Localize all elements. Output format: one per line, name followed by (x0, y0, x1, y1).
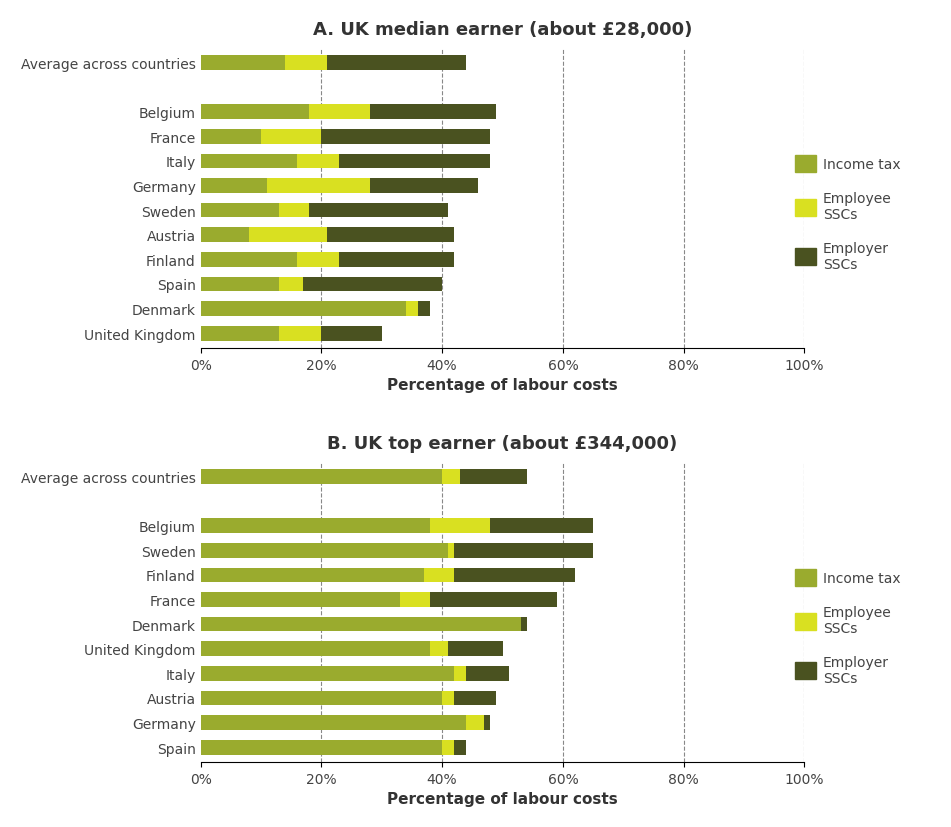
Bar (370, 105, 496, 120)
Bar (321, 130, 491, 145)
Bar (455, 666, 466, 681)
Bar (430, 519, 491, 533)
Bar (466, 715, 484, 730)
Bar (370, 179, 478, 194)
Bar (430, 642, 448, 657)
Bar (201, 327, 279, 341)
Bar (424, 568, 455, 582)
Bar (309, 105, 370, 120)
Bar (340, 155, 491, 169)
Bar (201, 666, 455, 681)
Bar (201, 691, 442, 705)
Bar (279, 327, 321, 341)
Bar (298, 252, 340, 267)
Bar (201, 715, 466, 730)
Bar (201, 105, 309, 120)
Bar (406, 302, 418, 317)
Bar (442, 470, 460, 485)
Bar (201, 179, 267, 194)
Bar (201, 130, 261, 145)
Bar (455, 568, 575, 582)
Bar (285, 56, 327, 71)
Bar (455, 740, 466, 754)
Bar (442, 740, 455, 754)
Bar (327, 228, 455, 243)
Title: A. UK median earner (about £28,000): A. UK median earner (about £28,000) (313, 21, 692, 39)
Bar (201, 740, 442, 754)
X-axis label: Percentage of labour costs: Percentage of labour costs (387, 791, 618, 806)
Bar (298, 155, 340, 169)
Bar (201, 519, 430, 533)
Bar (466, 666, 509, 681)
Bar (201, 642, 430, 657)
Title: B. UK top earner (about £344,000): B. UK top earner (about £344,000) (327, 434, 678, 452)
Bar (442, 691, 455, 705)
Bar (201, 568, 424, 582)
Bar (460, 470, 527, 485)
Bar (201, 203, 279, 218)
Bar (279, 203, 309, 218)
Bar (201, 470, 442, 485)
Legend: Income tax, Employee
SSCs, Employer
SSCs: Income tax, Employee SSCs, Employer SSCs (789, 563, 906, 691)
Bar (520, 617, 527, 632)
Bar (201, 155, 298, 169)
Bar (279, 277, 303, 292)
Bar (484, 715, 491, 730)
Bar (201, 277, 279, 292)
Bar (201, 592, 399, 607)
Bar (261, 130, 321, 145)
Bar (448, 642, 502, 657)
Bar (418, 302, 430, 317)
Bar (455, 691, 496, 705)
Bar (201, 56, 285, 71)
Bar (201, 252, 298, 267)
Bar (201, 543, 448, 558)
Bar (309, 203, 448, 218)
Bar (399, 592, 430, 607)
Bar (491, 519, 593, 533)
Bar (430, 592, 557, 607)
Bar (321, 327, 381, 341)
Legend: Income tax, Employee
SSCs, Employer
SSCs: Income tax, Employee SSCs, Employer SSCs (789, 150, 906, 277)
Bar (249, 228, 327, 243)
Bar (327, 56, 466, 71)
Bar (201, 228, 249, 243)
Bar (267, 179, 370, 194)
Bar (448, 543, 455, 558)
Bar (201, 302, 406, 317)
X-axis label: Percentage of labour costs: Percentage of labour costs (387, 378, 618, 393)
Bar (340, 252, 455, 267)
Bar (303, 277, 442, 292)
Bar (201, 617, 520, 632)
Bar (455, 543, 593, 558)
